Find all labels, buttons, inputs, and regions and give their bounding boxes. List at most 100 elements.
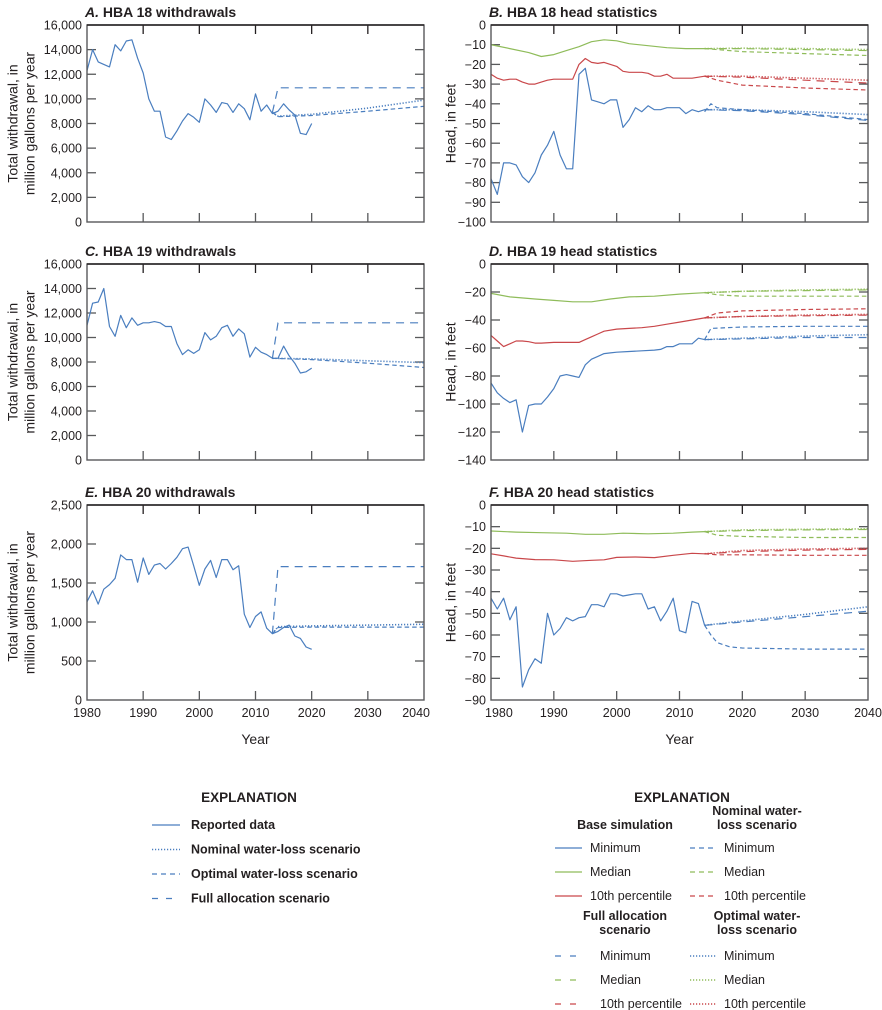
legend-label: 10th percentile xyxy=(600,997,682,1010)
series-base-simulation-median xyxy=(491,530,705,535)
legend-label: Nominal water-loss scenario xyxy=(191,843,361,857)
y-tick-label: 2,000 xyxy=(51,429,82,443)
x-tick-label: 2010 xyxy=(666,706,694,720)
y-tick-label: 8,000 xyxy=(51,117,82,131)
series-nominal-water-loss-minimum xyxy=(704,325,868,340)
series-optimal-water-loss-median xyxy=(704,528,868,533)
series-optimal-water-loss-median xyxy=(704,288,868,294)
y-axis-label: Head, in feet xyxy=(443,84,459,163)
panel-title: A. HBA 18 withdrawals xyxy=(84,4,236,20)
y-tick-label: −50 xyxy=(465,607,486,621)
x-tick-label: 1980 xyxy=(485,706,513,720)
series-reported-data xyxy=(87,287,313,374)
legend-group-title: Full allocation xyxy=(583,909,667,923)
panel-title: F. HBA 20 head statistics xyxy=(489,484,654,500)
legend-label: Minimum xyxy=(724,841,775,855)
panel-letter: E. xyxy=(85,484,98,500)
x-tick-label: 2030 xyxy=(354,706,382,720)
y-tick-label: 0 xyxy=(75,454,82,468)
chart-panel-a: A. HBA 18 withdrawals 0 2,000 4,000 6,000 8,0… xyxy=(5,4,425,230)
legend-label: Median xyxy=(590,865,631,879)
x-tick-label: 2030 xyxy=(791,706,819,720)
legend-label: Full allocation scenario xyxy=(191,892,330,906)
y-axis-label: million gallons per year xyxy=(22,52,38,196)
series-base-simulation-10th-percentile xyxy=(491,57,705,85)
y-tick-label: 2,500 xyxy=(51,499,82,513)
legend-group-title: loss scenario xyxy=(717,923,797,937)
panel-title: B. HBA 18 head statistics xyxy=(489,4,658,20)
y-tick-label: 10,000 xyxy=(44,92,82,106)
legend-head: EXPLANATION Base simulation Minimum Median 1… xyxy=(555,790,806,1010)
y-axis-label: million gallons per year xyxy=(22,531,38,675)
panel-letter: C. xyxy=(85,243,99,259)
series-optimal-water-loss-scenario xyxy=(271,626,424,635)
panel-letter: B. xyxy=(489,4,503,20)
y-tick-label: −40 xyxy=(465,314,486,328)
legend-label: Median xyxy=(600,973,641,987)
y-tick-label: 0 xyxy=(75,216,82,230)
y-tick-label: −10 xyxy=(465,520,486,534)
series-nominal-water-loss-scenario xyxy=(271,623,424,635)
legend-group-title: scenario xyxy=(599,923,651,937)
y-axis-label: Total withdrawal, in xyxy=(5,543,21,661)
x-tick-label: 1980 xyxy=(73,706,101,720)
legend-label: Minimum xyxy=(600,949,651,963)
panel-letter: F. xyxy=(489,484,500,500)
x-axis-label: Year xyxy=(241,731,270,747)
y-tick-label: 4,000 xyxy=(51,166,82,180)
series-reported-data xyxy=(87,39,313,141)
y-tick-label: −80 xyxy=(465,176,486,190)
plot-frame xyxy=(86,263,425,461)
x-tick-label: 2000 xyxy=(603,706,631,720)
x-axis-label: Year xyxy=(665,731,694,747)
y-tick-label: 2,000 xyxy=(51,191,82,205)
y-tick-label: −120 xyxy=(458,426,486,440)
series-optimal-water-loss-minimum xyxy=(704,108,868,116)
legend-group: Optimal water-loss scenario Minimum Median… xyxy=(690,909,806,1010)
y-tick-label: 0 xyxy=(479,499,486,513)
y-tick-label: 12,000 xyxy=(44,68,82,82)
legend-heading: EXPLANATION xyxy=(634,790,730,805)
legend-withdrawals: EXPLANATION Reported data Nominal water-lo… xyxy=(152,790,361,906)
y-tick-label: 1,500 xyxy=(51,577,82,591)
y-tick-label: −40 xyxy=(465,97,486,111)
y-tick-label: 4,000 xyxy=(51,405,82,419)
chart-panel-c: C. HBA 19 withdrawals 0 2,000 4,000 6,000 8,0… xyxy=(5,243,425,468)
chart-panel-d: D. HBA 19 head statistics −140 −120 −100 −80… xyxy=(443,243,869,468)
legend-group-title: loss scenario xyxy=(717,818,797,832)
panel-title-text: HBA 18 head statistics xyxy=(503,4,658,20)
y-tick-label: −80 xyxy=(465,672,486,686)
legend-label: Median xyxy=(724,973,765,987)
x-tick-label: 2020 xyxy=(728,706,756,720)
y-tick-label: −60 xyxy=(465,629,486,643)
y-tick-label: −20 xyxy=(465,542,486,556)
x-tick-label: 1990 xyxy=(540,706,568,720)
panel-title-text: HBA 18 withdrawals xyxy=(99,4,236,20)
x-tick-label: 1990 xyxy=(129,706,157,720)
y-tick-label: −70 xyxy=(465,156,486,170)
y-tick-label: −40 xyxy=(465,585,486,599)
y-tick-label: −140 xyxy=(458,454,486,468)
y-tick-label: −10 xyxy=(465,38,486,52)
series-optimal-water-loss-minimum xyxy=(704,606,868,627)
y-tick-label: 0 xyxy=(479,19,486,33)
y-tick-label: −20 xyxy=(465,286,486,300)
y-tick-label: 14,000 xyxy=(44,43,82,57)
y-tick-label: −30 xyxy=(465,78,486,92)
series-nominal-water-loss-10th-percentile xyxy=(704,75,868,91)
chart-panel-b: B. HBA 18 head statistics−100−90−80−70−6… xyxy=(443,4,869,230)
legend-group: Nominal water-loss scenario Minimum Median… xyxy=(690,804,806,903)
x-tick-label: 2040 xyxy=(854,706,882,720)
legend-label: Reported data xyxy=(191,818,276,832)
y-tick-label: 6,000 xyxy=(51,142,82,156)
legend-group-title: Nominal water- xyxy=(712,804,802,818)
y-tick-label: 10,000 xyxy=(44,331,82,345)
series-nominal-water-loss-minimum xyxy=(704,624,868,650)
legend-label: 10th percentile xyxy=(724,997,806,1010)
chart-panel-e: E. HBA 20 withdrawals 0 500 1,000 1,500 2,000… xyxy=(5,484,430,747)
legend-label: Minimum xyxy=(724,949,775,963)
series-base-simulation-median xyxy=(491,39,705,58)
x-tick-label: 2010 xyxy=(242,706,270,720)
legend-label: Minimum xyxy=(590,841,641,855)
